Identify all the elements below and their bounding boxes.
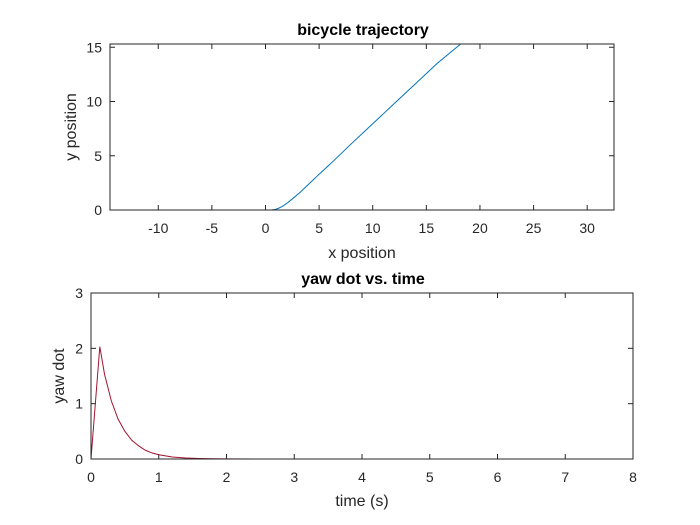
y-tick-label: 0 bbox=[75, 451, 83, 467]
y-tick-label: 2 bbox=[75, 340, 83, 356]
y-tick-label: 10 bbox=[86, 94, 102, 110]
x-tick-label: 0 bbox=[262, 220, 270, 236]
x-tick-label: 20 bbox=[472, 220, 488, 236]
y-tick-label: 5 bbox=[94, 148, 102, 164]
x-tick-label: 25 bbox=[526, 220, 542, 236]
y-axis-label: yaw dot bbox=[51, 348, 68, 404]
x-tick-label: 15 bbox=[419, 220, 435, 236]
axes-box bbox=[90, 292, 634, 460]
x-tick-label: -5 bbox=[206, 220, 219, 236]
x-tick-label: 6 bbox=[494, 469, 502, 485]
x-axis-label: time (s) bbox=[335, 493, 388, 510]
plot-title: bicycle trajectory bbox=[297, 22, 429, 39]
x-tick-label: 30 bbox=[579, 220, 595, 236]
plot-title: yaw dot vs. time bbox=[301, 271, 425, 288]
x-tick-label: 7 bbox=[561, 469, 569, 485]
plot-area bbox=[110, 44, 614, 210]
y-tick-label: 15 bbox=[86, 39, 102, 55]
trajectory-plot: bicycle trajectory -10 -5 0 5 10 15 20 25 30 0 5 10… bbox=[63, 22, 615, 262]
x-tick-label: 5 bbox=[426, 469, 434, 485]
x-tick-label: 1 bbox=[155, 469, 163, 485]
x-tick-label: 10 bbox=[365, 220, 381, 236]
axes-box bbox=[109, 43, 615, 211]
x-tick-label: 5 bbox=[315, 220, 323, 236]
y-tick-label: 3 bbox=[75, 285, 83, 301]
x-tick-label: 8 bbox=[629, 469, 637, 485]
x-tick-label: 2 bbox=[223, 469, 231, 485]
y-tick-label: 0 bbox=[94, 202, 102, 218]
plot-area bbox=[91, 293, 633, 459]
y-tick-label: 1 bbox=[75, 396, 83, 412]
x-tick-label: -10 bbox=[148, 220, 168, 236]
x-tick-label: 3 bbox=[290, 469, 298, 485]
x-axis-label: x position bbox=[328, 245, 396, 262]
x-tick-label: 4 bbox=[358, 469, 366, 485]
y-axis-label: y position bbox=[63, 93, 80, 161]
x-tick-label: 0 bbox=[87, 469, 95, 485]
series-line-0 bbox=[268, 43, 461, 211]
